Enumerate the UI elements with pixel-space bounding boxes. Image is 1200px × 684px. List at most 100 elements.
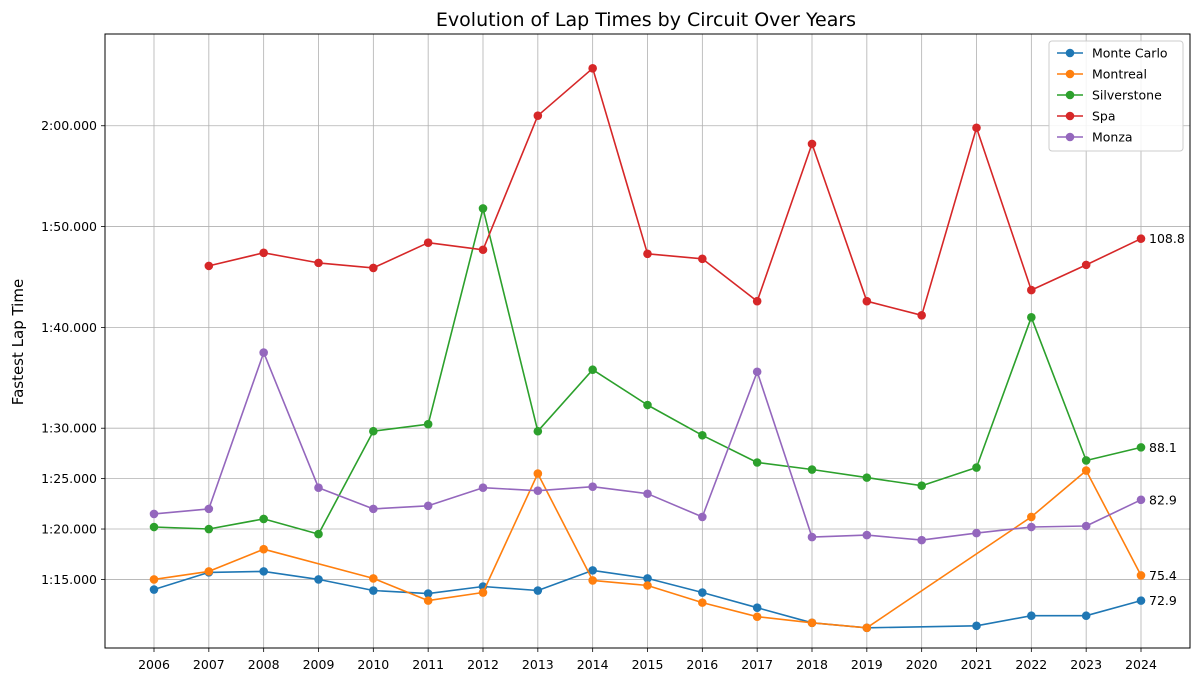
data-point (862, 623, 872, 633)
data-point (423, 238, 433, 247)
grid-lines (105, 34, 1190, 648)
y-tick-label: 1:25.000 (41, 471, 97, 486)
series-montreal: 75.4 (149, 466, 1177, 633)
data-point (1081, 260, 1091, 270)
legend-box (1048, 40, 1184, 152)
data-point (588, 576, 597, 585)
legend-marker (1065, 48, 1075, 58)
data-point (588, 566, 597, 575)
series-line (208, 67, 1142, 317)
data-point (149, 585, 159, 594)
data-point (204, 504, 214, 514)
data-point (369, 504, 378, 514)
data-point (369, 426, 378, 436)
data-point (917, 535, 926, 545)
y-tick-label: 1:30.000 (41, 421, 97, 436)
data-point (1136, 596, 1146, 605)
data-point (862, 530, 872, 540)
data-point (259, 514, 268, 524)
y-tick-label: 1:20.000 (41, 522, 97, 537)
data-point (752, 367, 762, 377)
data-point (369, 263, 378, 273)
data-point (972, 123, 981, 133)
data-point (643, 400, 652, 410)
y-tick-label: 1:40.000 (41, 320, 97, 335)
series-line (153, 469, 1142, 629)
data-point (698, 598, 707, 607)
data-point (149, 509, 159, 519)
data-point (204, 524, 214, 534)
data-point (1136, 234, 1146, 243)
data-point (423, 589, 433, 598)
data-point (314, 258, 323, 268)
data-point (752, 603, 762, 612)
data-point (204, 261, 214, 271)
data-point (972, 621, 981, 631)
y-tick-label: 1:15.000 (41, 572, 97, 587)
x-tick-label: 2018 (796, 657, 828, 672)
data-point (369, 586, 378, 595)
data-point (314, 483, 323, 492)
data-point (149, 575, 159, 584)
x-tick-label: 2017 (741, 657, 773, 672)
data-point (1081, 466, 1091, 475)
series-monte-carlo: 72.9 (149, 566, 1177, 633)
x-tick-label: 2012 (467, 657, 499, 672)
data-point (752, 458, 762, 467)
x-tick-label: 2009 (303, 657, 335, 672)
data-point (588, 63, 597, 73)
data-point (478, 588, 488, 597)
data-point (533, 486, 543, 496)
data-point (643, 489, 652, 499)
data-point (588, 482, 597, 491)
data-point (1081, 456, 1091, 465)
x-tick-label: 2007 (193, 657, 225, 672)
data-point (643, 581, 652, 590)
legend-item: Montreal (1057, 67, 1147, 82)
data-point (972, 463, 981, 472)
data-point (698, 254, 707, 264)
data-point (1136, 495, 1146, 505)
data-point (752, 296, 762, 306)
x-tick-label: 2015 (632, 657, 664, 672)
x-tick-label: 2006 (138, 657, 170, 672)
legend-marker (1065, 132, 1075, 142)
legend-label: Monza (1092, 130, 1133, 145)
data-point (423, 501, 433, 511)
end-value-label: 72.9 (1149, 593, 1177, 608)
end-value-label: 88.1 (1149, 440, 1177, 455)
data-point (369, 574, 378, 583)
data-point (259, 544, 268, 554)
x-tick-label: 2011 (412, 657, 444, 672)
data-point (698, 430, 707, 440)
series-monza: 82.9 (149, 348, 1177, 545)
x-tick-label: 2010 (357, 657, 389, 672)
data-point (862, 473, 872, 482)
data-point (478, 204, 488, 213)
legend: Monte Carlo Montreal Silverstone Spa Monza (1048, 40, 1184, 152)
x-tick-label: 2022 (1015, 657, 1047, 672)
end-value-label: 82.9 (1149, 492, 1177, 507)
data-point (204, 567, 214, 576)
data-point (1081, 521, 1091, 531)
data-point (259, 567, 268, 576)
data-point (698, 512, 707, 522)
data-point (807, 465, 817, 474)
axis-ticks: 2006 2007 2008 2009 2010 2011 2012 2013 2014 2015… (41, 118, 1157, 672)
legend-item: Silverstone (1057, 88, 1162, 103)
legend-label: Montreal (1092, 67, 1147, 82)
data-point (1027, 522, 1036, 532)
legend-marker (1065, 111, 1075, 121)
data-point (1027, 611, 1036, 621)
legend-marker (1065, 90, 1075, 100)
data-point (533, 426, 543, 436)
data-point (917, 481, 926, 490)
legend-item: Monte Carlo (1057, 46, 1168, 61)
series-line (153, 569, 1142, 629)
y-axis-label: Fastest Lap Time (9, 279, 27, 405)
data-point (807, 139, 817, 149)
data-point (807, 618, 817, 628)
data-point (1136, 443, 1146, 452)
data-point (1027, 285, 1036, 295)
